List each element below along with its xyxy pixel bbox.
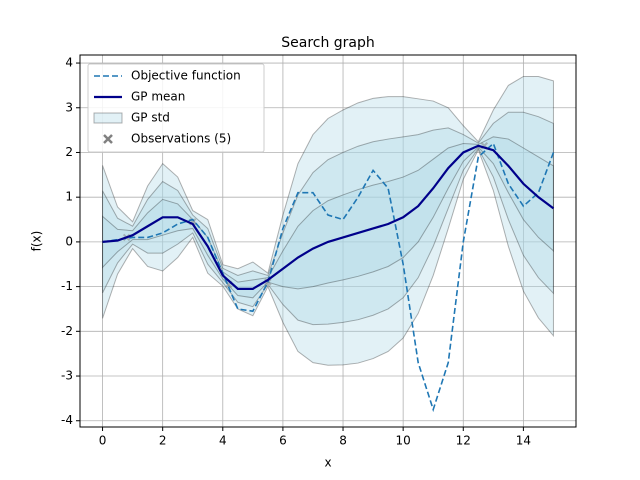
chart-title: Search graph bbox=[281, 35, 375, 51]
x-tick-label: 6 bbox=[279, 434, 287, 448]
y-tick-label: -4 bbox=[61, 413, 73, 427]
legend-label: Objective function bbox=[131, 69, 241, 83]
y-tick-label: -1 bbox=[61, 279, 73, 293]
y-tick-label: 0 bbox=[65, 234, 73, 248]
x-tick-label: 4 bbox=[219, 434, 227, 448]
x-tick-label: 2 bbox=[159, 434, 167, 448]
legend-box bbox=[87, 63, 265, 153]
x-tick-label: 10 bbox=[396, 434, 411, 448]
x-tick-label: 0 bbox=[99, 434, 107, 448]
legend-label: Observations (5) bbox=[131, 132, 231, 146]
std-band bbox=[102, 75, 554, 366]
y-tick-label: 4 bbox=[65, 56, 73, 70]
series-line bbox=[102, 144, 555, 290]
x-axis-label: x bbox=[324, 456, 331, 470]
x-tick-label: 14 bbox=[516, 434, 531, 448]
legend-label: GP std bbox=[131, 111, 170, 125]
std-band bbox=[102, 111, 554, 326]
legend-label: GP mean bbox=[131, 90, 185, 104]
legend-swatch bbox=[103, 134, 113, 144]
legend-swatch bbox=[93, 112, 123, 124]
y-tick-label: 2 bbox=[65, 145, 73, 159]
y-tick-label: -2 bbox=[61, 324, 73, 338]
series-line bbox=[102, 142, 555, 413]
x-tick-label: 12 bbox=[456, 434, 471, 448]
y-tick-label: 3 bbox=[65, 100, 73, 114]
y-tick-label: 1 bbox=[65, 190, 73, 204]
y-tick-label: -3 bbox=[61, 369, 73, 383]
axes-frame bbox=[79, 54, 577, 428]
x-tick-label: 8 bbox=[339, 434, 347, 448]
legend: Objective function GP mean GP std Observati… bbox=[87, 63, 265, 153]
y-axis-label: f(x) bbox=[30, 231, 44, 252]
